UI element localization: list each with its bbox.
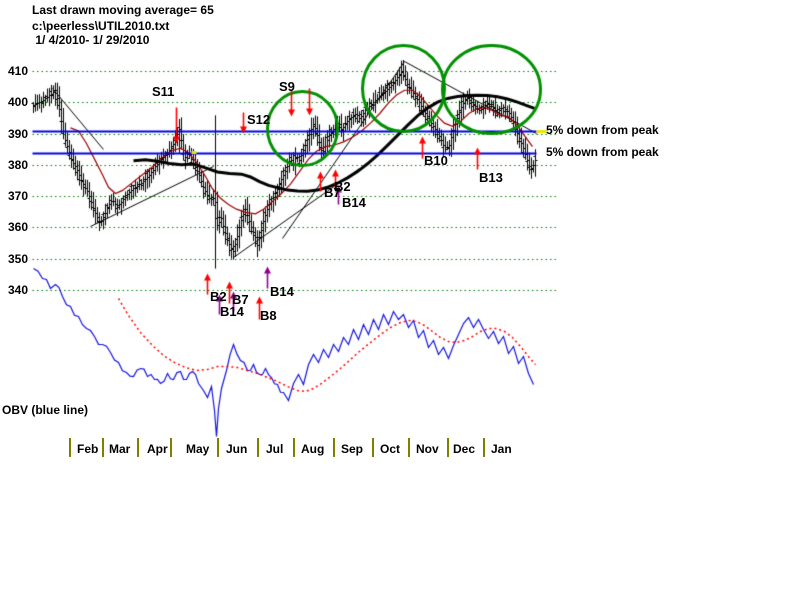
month-label-feb: Feb [77,442,99,456]
signal-label-s9-price: S9 [279,79,295,94]
signal-label-b2-price: B2 [334,179,351,194]
y-axis-label: 390 [7,126,28,141]
month-tick [170,438,172,457]
signal-label-b14-price: B14 [342,195,366,210]
month-tick [293,438,295,457]
y-axis-label: 350 [7,251,28,266]
y-axis-label: 400 [7,95,28,110]
month-tick [69,438,71,457]
month-tick [447,438,449,457]
month-label-dec: Dec [453,442,476,456]
month-tick [217,438,219,457]
y-axis-label: 380 [7,157,28,172]
month-label-apr: Apr [147,442,168,456]
month-tick [137,438,139,457]
y-axis-label: 370 [7,189,28,204]
signal-label-b7-price: B7 [324,185,341,200]
peak-drop-label: 5% down from peak [546,145,659,159]
month-label-nov: Nov [416,442,439,456]
ma-status-line: Last drawn moving average= 65 [32,3,214,17]
signal-label-s12-price: S12 [247,112,271,127]
month-label-oct: Oct [380,442,401,456]
signal-label-b2-obv: B2 [210,289,227,304]
date-range: 1/ 4/2010- 1/ 29/2010 [32,33,150,47]
obv-legend-label: OBV (blue line) [2,403,89,417]
month-tick [483,438,485,457]
file-path: c:\peerless\UTIL2010.txt [32,19,170,33]
y-axis-label: 360 [7,220,28,235]
month-label-aug: Aug [301,442,325,456]
peak-drop-label: 5% down from peak [546,123,659,137]
signal-label-b8-obv: B8 [260,308,277,323]
month-tick [408,438,410,457]
month-label-may: May [186,442,210,456]
month-tick [102,438,104,457]
y-axis-label: 340 [7,283,28,298]
signal-label-b10-price: B10 [424,153,448,168]
signal-label-b13-price: B13 [479,170,503,185]
month-label-mar: Mar [109,442,131,456]
month-tick [333,438,335,457]
signal-label-s11-price: S11 [152,84,175,99]
month-label-jul: Jul [266,442,284,456]
signal-label-b14-obv: B14 [270,284,294,299]
signal-label-b14-obv: B14 [220,304,244,319]
y-axis-label: 410 [7,64,28,78]
month-label-sep: Sep [341,442,364,456]
month-tick [257,438,259,457]
signal-label-b7-obv: B7 [232,292,249,307]
month-label-jan: Jan [491,442,512,456]
month-tick [372,438,374,457]
month-label-jun: Jun [226,442,248,456]
